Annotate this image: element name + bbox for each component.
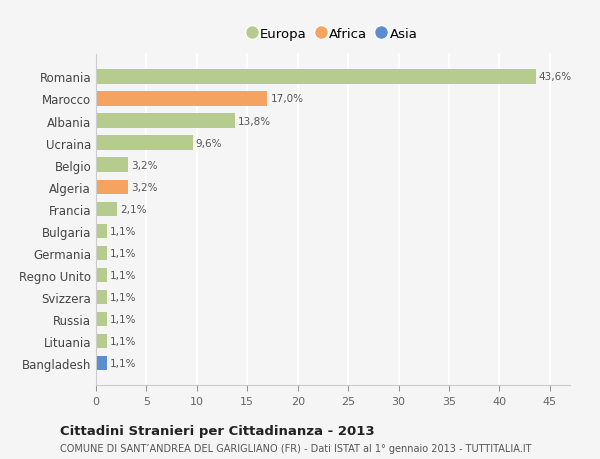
- Legend: Europa, Africa, Asia: Europa, Africa, Asia: [243, 22, 423, 46]
- Bar: [96, 312, 107, 326]
- Text: 9,6%: 9,6%: [196, 138, 223, 148]
- Bar: [96, 92, 268, 106]
- Text: 1,1%: 1,1%: [110, 226, 137, 236]
- Bar: [96, 290, 107, 304]
- Text: 1,1%: 1,1%: [110, 314, 137, 325]
- Bar: [96, 158, 128, 173]
- Bar: [96, 246, 107, 261]
- Text: 17,0%: 17,0%: [271, 94, 304, 104]
- Bar: [96, 356, 107, 370]
- Text: Cittadini Stranieri per Cittadinanza - 2013: Cittadini Stranieri per Cittadinanza - 2…: [60, 424, 374, 437]
- Bar: [96, 70, 536, 84]
- Text: 2,1%: 2,1%: [120, 204, 147, 214]
- Text: COMUNE DI SANT’ANDREA DEL GARIGLIANO (FR) - Dati ISTAT al 1° gennaio 2013 - TUTT: COMUNE DI SANT’ANDREA DEL GARIGLIANO (FR…: [60, 443, 532, 453]
- Bar: [96, 224, 107, 239]
- Text: 3,2%: 3,2%: [131, 160, 158, 170]
- Bar: [96, 114, 235, 129]
- Bar: [96, 202, 117, 217]
- Text: 1,1%: 1,1%: [110, 336, 137, 347]
- Text: 1,1%: 1,1%: [110, 292, 137, 302]
- Text: 1,1%: 1,1%: [110, 270, 137, 280]
- Text: 1,1%: 1,1%: [110, 358, 137, 369]
- Text: 43,6%: 43,6%: [539, 72, 572, 82]
- Bar: [96, 268, 107, 282]
- Bar: [96, 334, 107, 348]
- Text: 1,1%: 1,1%: [110, 248, 137, 258]
- Bar: [96, 180, 128, 195]
- Text: 3,2%: 3,2%: [131, 182, 158, 192]
- Bar: [96, 136, 193, 151]
- Text: 13,8%: 13,8%: [238, 116, 271, 126]
